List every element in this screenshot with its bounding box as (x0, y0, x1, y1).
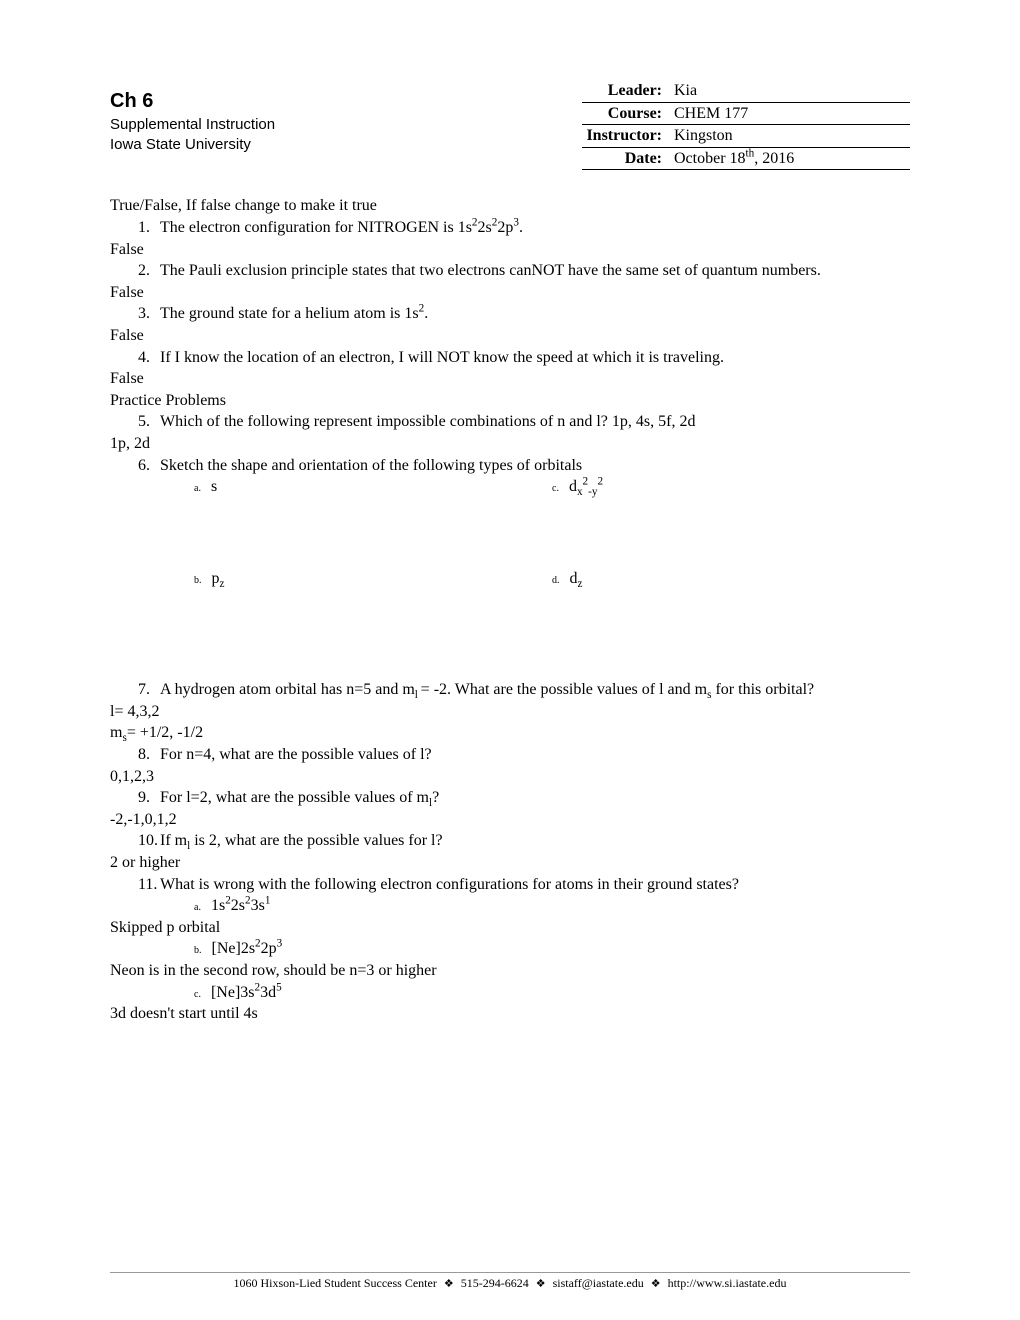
question-6: 6.Sketch the shape and orientation of th… (110, 455, 910, 477)
answer-8: 0,1,2,3 (110, 766, 910, 788)
footer-phone: 515-294-6624 (461, 1276, 529, 1290)
doc-subtitle-1: Supplemental Instruction (110, 115, 275, 135)
answer-7b: ms= +1/2, -1/2 (110, 722, 910, 744)
q5-num: 5. (138, 411, 160, 433)
q1-text: The electron configuration for NITROGEN … (160, 219, 523, 236)
answer-3: False (110, 325, 910, 347)
q6d: d. dz (552, 568, 910, 590)
answer-9: -2,-1,0,1,2 (110, 809, 910, 831)
answer-1: False (110, 239, 910, 261)
q11c: c. [Ne]3s23d5 (110, 982, 910, 1004)
q7-text: A hydrogen atom orbital has n=5 and ml =… (160, 681, 814, 698)
q6-row-2: b. pz d. dz (110, 568, 910, 590)
course-value: CHEM 177 (670, 102, 910, 125)
q6c-text: dx2-y2 (569, 478, 603, 495)
answer-5: 1p, 2d (110, 433, 910, 455)
q4-num: 4. (138, 347, 160, 369)
q10-text: If ml is 2, what are the possible values… (160, 832, 443, 849)
answer-11b: Neon is in the second row, should be n=3… (110, 960, 910, 982)
header: Ch 6 Supplemental Instruction Iowa State… (110, 80, 910, 170)
answer-11c: 3d doesn't start until 4s (110, 1003, 910, 1025)
diamond-icon: ❖ (440, 1278, 458, 1290)
footer-email: sistaff@iastate.edu (553, 1276, 644, 1290)
q7-num: 7. (138, 679, 160, 701)
q6a: a. s (194, 476, 552, 498)
footer-url: http://www.si.iastate.edu (668, 1276, 787, 1290)
q6d-text: dz (570, 570, 583, 587)
date-value: October 18th, 2016 (670, 147, 910, 170)
orbital-sketch-space-2 (110, 589, 910, 679)
q6b-text: pz (212, 570, 225, 587)
q6-text: Sketch the shape and orientation of the … (160, 457, 582, 474)
answer-10: 2 or higher (110, 852, 910, 874)
date-pre: October 18 (674, 150, 746, 167)
header-left: Ch 6 Supplemental Instruction Iowa State… (110, 80, 275, 156)
q6-row-1: a. s c. dx2-y2 (110, 476, 910, 498)
orbital-sketch-space-1 (110, 498, 910, 568)
section-2-heading: Practice Problems (110, 390, 910, 412)
doc-title: Ch 6 (110, 88, 275, 115)
diamond-icon: ❖ (647, 1278, 665, 1290)
q10-num: 10. (138, 830, 160, 852)
answer-7a: l= 4,3,2 (110, 701, 910, 723)
q2-text: The Pauli exclusion principle states tha… (160, 262, 821, 279)
question-8: 8.For n=4, what are the possible values … (110, 744, 910, 766)
q11b: b. [Ne]2s22p3 (110, 938, 910, 960)
question-4: 4.If I know the location of an electron,… (110, 347, 910, 369)
q6c-label: c. (552, 483, 559, 494)
content: True/False, If false change to make it t… (110, 195, 910, 1024)
question-11: 11.What is wrong with the following elec… (110, 874, 910, 896)
course-label: Course: (582, 102, 670, 125)
doc-subtitle-2: Iowa State University (110, 135, 275, 155)
q6b: b. pz (194, 568, 552, 590)
q3-num: 3. (138, 303, 160, 325)
answer-11a: Skipped p orbital (110, 917, 910, 939)
q11a-label: a. (194, 902, 201, 913)
question-2: 2.The Pauli exclusion principle states t… (110, 260, 910, 282)
q11c-text: [Ne]3s23d5 (211, 984, 282, 1001)
q9-text: For l=2, what are the possible values of… (160, 789, 439, 806)
q3-text: The ground state for a helium atom is 1s… (160, 305, 428, 322)
q11b-label: b. (194, 945, 202, 956)
answer-2: False (110, 282, 910, 304)
date-label: Date: (582, 147, 670, 170)
footer: 1060 Hixson-Lied Student Success Center … (110, 1272, 910, 1292)
q6a-text: s (211, 478, 217, 495)
leader-value: Kia (670, 80, 910, 102)
diamond-icon: ❖ (532, 1278, 550, 1290)
instructor-value: Kingston (670, 125, 910, 148)
date-post: , 2016 (754, 150, 794, 167)
q2-num: 2. (138, 260, 160, 282)
q6-num: 6. (138, 455, 160, 477)
answer-4: False (110, 368, 910, 390)
q11-text: What is wrong with the following electro… (160, 876, 739, 893)
question-10: 10.If ml is 2, what are the possible val… (110, 830, 910, 852)
leader-label: Leader: (582, 80, 670, 102)
q11b-text: [Ne]2s22p3 (212, 940, 283, 957)
q1-num: 1. (138, 217, 160, 239)
q8-text: For n=4, what are the possible values of… (160, 746, 432, 763)
q5-text: Which of the following represent impossi… (160, 413, 695, 430)
q6d-label: d. (552, 575, 560, 586)
q11c-label: c. (194, 989, 201, 1000)
question-5: 5.Which of the following represent impos… (110, 411, 910, 433)
q6c: c. dx2-y2 (552, 476, 910, 498)
question-1: 1.The electron configuration for NITROGE… (110, 217, 910, 239)
section-1-heading: True/False, If false change to make it t… (110, 195, 910, 217)
q8-num: 8. (138, 744, 160, 766)
q6a-label: a. (194, 483, 201, 494)
instructor-label: Instructor: (582, 125, 670, 148)
question-9: 9.For l=2, what are the possible values … (110, 787, 910, 809)
info-table: Leader: Kia Course: CHEM 177 Instructor:… (582, 80, 910, 170)
q11a: a. 1s22s23s1 (110, 895, 910, 917)
q4-text: If I know the location of an electron, I… (160, 349, 724, 366)
date-sup: th (746, 147, 755, 159)
q9-num: 9. (138, 787, 160, 809)
footer-address: 1060 Hixson-Lied Student Success Center (234, 1276, 437, 1290)
q11-num: 11. (138, 874, 160, 896)
q6b-label: b. (194, 575, 202, 586)
q11a-text: 1s22s23s1 (211, 897, 270, 914)
question-3: 3.The ground state for a helium atom is … (110, 303, 910, 325)
question-7: 7.A hydrogen atom orbital has n=5 and ml… (110, 679, 910, 701)
